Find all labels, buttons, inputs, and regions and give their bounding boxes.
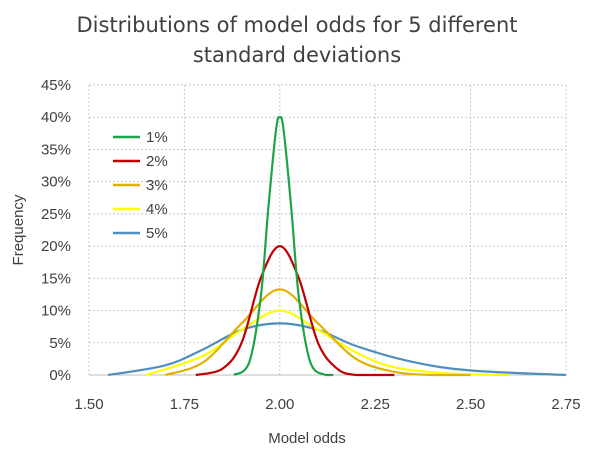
series-lines [107,116,567,377]
legend-label: 5% [146,225,168,242]
y-tick-label: 10% [41,303,71,320]
y-tick-label: 25% [41,206,71,223]
x-tick-label: 2.25 [361,396,390,413]
y-tick-label: 15% [41,270,71,287]
x-tick-label: 2.00 [265,396,294,413]
y-axis-title: Frequency [10,194,27,265]
x-tick-label: 1.75 [170,396,199,413]
series-line-3pct [164,288,471,377]
y-tick-label: 0% [49,367,71,384]
series-line-4pct [145,309,509,377]
chart-title-line-2: standard deviations [192,43,402,67]
legend-label: 3% [146,177,168,194]
x-tick-label: 2.50 [456,396,485,413]
x-tick-label: 1.50 [74,396,103,413]
y-tick-label: 30% [41,174,71,191]
series-line-1pct [233,116,334,377]
series-line-2pct [195,245,395,377]
y-tick-label: 5% [49,335,71,352]
chart-title-line-1: Distributions of model odds for 5 differ… [76,13,518,37]
y-tick-label: 40% [41,109,71,126]
y-tick-label: 45% [41,77,71,94]
legend-label: 2% [146,153,168,170]
x-tick-label: 2.75 [551,396,580,413]
chart-title: Distributions of model odds for 5 differ… [0,10,594,70]
y-tick-label: 20% [41,238,71,255]
gridlines [88,84,567,375]
legend: 1% 2% 3% 4% 5% [113,129,168,242]
axes: 0% 5% 10% 15% 20% 25% 30% 35% 40% 45% 1.50 1.75 2.00… [41,77,581,413]
y-tick-label: 35% [41,141,71,158]
legend-label: 4% [146,201,168,218]
legend-label: 1% [146,129,168,146]
x-axis-title: Model odds [268,430,346,447]
